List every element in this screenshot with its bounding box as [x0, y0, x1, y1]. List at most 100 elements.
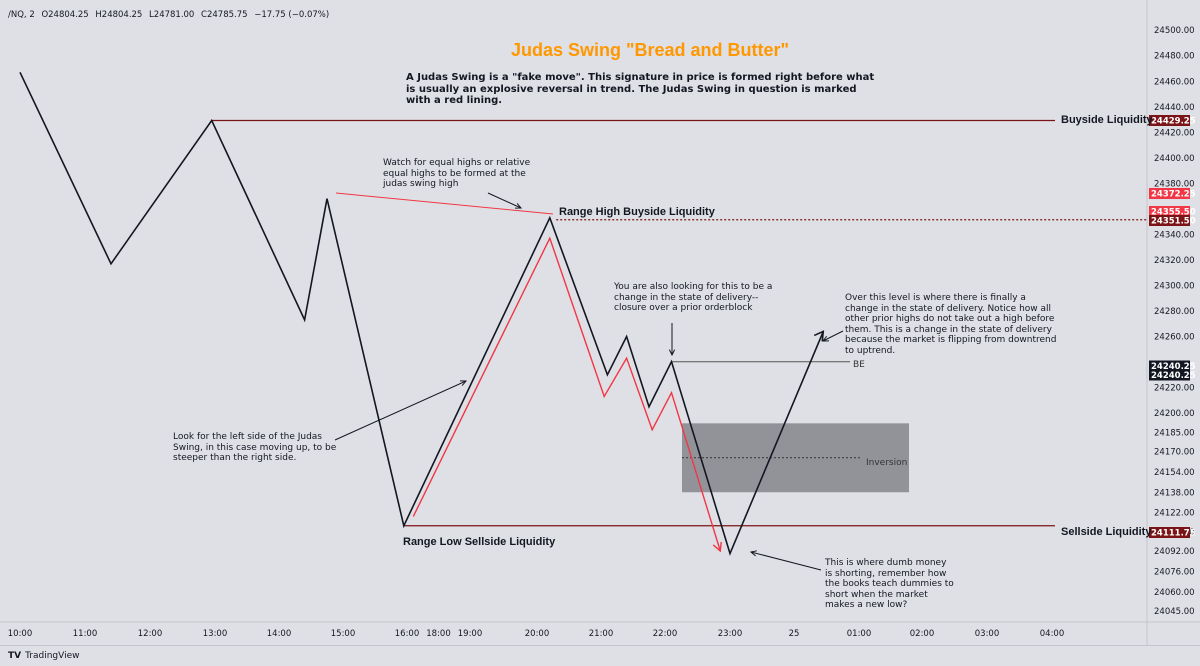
- price-path-line: [19, 71, 825, 556]
- y-tick-label: 24460.00: [1154, 77, 1195, 87]
- y-tick-label: 24138.00: [1154, 488, 1195, 498]
- tv-logo-icon: TV: [8, 651, 22, 661]
- annotation-dumb-money: This is where dumb money is shorting, re…: [825, 558, 954, 610]
- x-tick-label: 15:00: [331, 629, 356, 639]
- y-tick-label: 24440.00: [1154, 103, 1195, 113]
- y-tick-label: 24300.00: [1154, 281, 1195, 291]
- price-badge-text: 24355.50: [1151, 208, 1196, 218]
- y-tick-label: 24480.00: [1154, 52, 1195, 62]
- symbol-header: /NQ, 2 O24804.25 H24804.25 L24781.00 C24…: [8, 10, 333, 20]
- arrow-change-delivery-head: [668, 349, 676, 357]
- annotation-left-side: Look for the left side of the Judas Swin…: [173, 432, 337, 463]
- price-badge-bg: [1149, 188, 1190, 199]
- equal-highs-trendline: [335, 192, 554, 215]
- range-high-label: Range High Buyside Liquidity: [559, 206, 715, 218]
- arrow-dumb-money-head: [749, 550, 757, 557]
- price-axis-badge: 24240.25: [1149, 369, 1196, 381]
- y-tick-label: 24380.00: [1154, 179, 1195, 189]
- tradingview-logo[interactable]: TV TradingView: [8, 651, 80, 661]
- price-badge-bg: [1149, 115, 1190, 126]
- be-label: BE: [853, 360, 865, 370]
- open-value: O24804.25: [41, 10, 89, 20]
- judas-swing-arrowhead: [712, 541, 722, 553]
- y-tick-label: 24200.00: [1154, 409, 1195, 419]
- chart-title: Judas Swing "Bread and Butter": [510, 40, 790, 60]
- price-badge-bg: [1149, 215, 1190, 226]
- x-tick-label: 03:00: [975, 629, 1000, 639]
- arrow-equal-highs: [487, 192, 522, 209]
- price-axis-badge: 24111.75: [1149, 527, 1196, 539]
- annotation-equal-highs: Watch for equal highs or relative equal …: [383, 158, 531, 189]
- annotation-change-delivery: You are also looking for this to be a ch…: [614, 282, 773, 313]
- chart-subtitle: A Judas Swing is a "fake move". This sig…: [406, 72, 875, 106]
- arrow-left-side: [334, 380, 467, 441]
- low-value: L24781.00: [149, 10, 195, 20]
- price-axis-badge: 24372.25: [1149, 188, 1196, 200]
- x-tick-label: 23:00: [718, 629, 743, 639]
- x-tick-label: 19:00: [458, 629, 483, 639]
- close-value: C24785.75: [201, 10, 248, 20]
- y-tick-label: 24320.00: [1154, 256, 1195, 266]
- symbol-name[interactable]: /NQ, 2: [8, 10, 35, 20]
- x-tick-label: 18:00: [426, 629, 451, 639]
- y-tick-label: 24170.00: [1154, 447, 1195, 457]
- price-badge-text: 24372.25: [1151, 190, 1196, 200]
- x-tick-label: 11:00: [73, 629, 98, 639]
- y-tick-label: 24500.00: [1154, 26, 1195, 36]
- sellside-liquidity-label: Sellside Liquidity: [1061, 526, 1152, 538]
- price-badge-bg: [1149, 206, 1190, 217]
- y-tick-label: 24280.00: [1154, 307, 1195, 317]
- y-tick-label: 24045.00: [1154, 607, 1195, 617]
- y-tick-label: 24060.00: [1154, 588, 1195, 598]
- price-axis-badge: 24351.50: [1149, 215, 1196, 227]
- arrow-equal-highs-head: [514, 203, 523, 209]
- y-tick-label: 24400.00: [1154, 154, 1195, 164]
- x-tick-label: 02:00: [910, 629, 935, 639]
- range-low-label: Range Low Sellside Liquidity: [403, 536, 556, 548]
- price-badge-text: 24351.50: [1151, 217, 1196, 227]
- price-badge-text: 24111.75: [1151, 529, 1196, 539]
- x-tick-label: 12:00: [138, 629, 163, 639]
- price-axis-badge: 24355.50: [1149, 206, 1196, 218]
- arrow-dumb-money: [750, 551, 822, 571]
- buyside-liquidity-label: Buyside Liquidity: [1061, 114, 1153, 126]
- change-value: −17.75 (−0.07%): [254, 10, 330, 20]
- y-tick-label: 24260.00: [1154, 333, 1195, 343]
- price-axis-badge: 24240.25: [1149, 360, 1196, 372]
- price-axis-badge: 24429.25: [1149, 115, 1196, 127]
- y-tick-label: 24420.00: [1154, 128, 1195, 138]
- x-tick-label: 25: [789, 629, 800, 639]
- x-tick-label: 16:00: [395, 629, 420, 639]
- x-tick-label: 10:00: [8, 629, 33, 639]
- judas-swing-line: [412, 236, 721, 552]
- y-tick-label: 24076.00: [1154, 567, 1195, 577]
- arrow-left-side-head: [459, 380, 468, 386]
- y-tick-label: 24092.00: [1154, 547, 1195, 557]
- price-badge-bg: [1149, 369, 1190, 381]
- y-tick-label: 24185.00: [1154, 428, 1195, 438]
- x-tick-label: 21:00: [589, 629, 614, 639]
- annotation-over-this-level: Over this level is where there is finall…: [845, 293, 1057, 356]
- brand-name: TradingView: [25, 651, 80, 661]
- arrow-over-level-head: [821, 335, 830, 342]
- y-tick-label: 24220.00: [1154, 384, 1195, 394]
- x-tick-label: 22:00: [653, 629, 678, 639]
- price-badge-bg: [1149, 360, 1190, 372]
- price-path-arrowhead: [813, 330, 825, 342]
- y-tick-label: 24122.00: [1154, 509, 1195, 519]
- price-badge-text: 24240.25: [1151, 371, 1196, 381]
- footer-bar: [0, 645, 1200, 666]
- x-tick-label: 04:00: [1040, 629, 1065, 639]
- price-badge-text: 24429.25: [1151, 117, 1196, 127]
- arrow-over-level: [822, 330, 844, 342]
- x-tick-label: 14:00: [267, 629, 292, 639]
- high-value: H24804.25: [95, 10, 143, 20]
- x-tick-label: 01:00: [847, 629, 872, 639]
- price-badge-bg: [1149, 527, 1190, 538]
- inversion-label: Inversion: [866, 458, 908, 468]
- x-tick-label: 20:00: [525, 629, 550, 639]
- y-tick-label: 24340.00: [1154, 230, 1195, 240]
- price-badge-text: 24240.25: [1151, 362, 1196, 372]
- y-tick-label: 24154.00: [1154, 468, 1195, 478]
